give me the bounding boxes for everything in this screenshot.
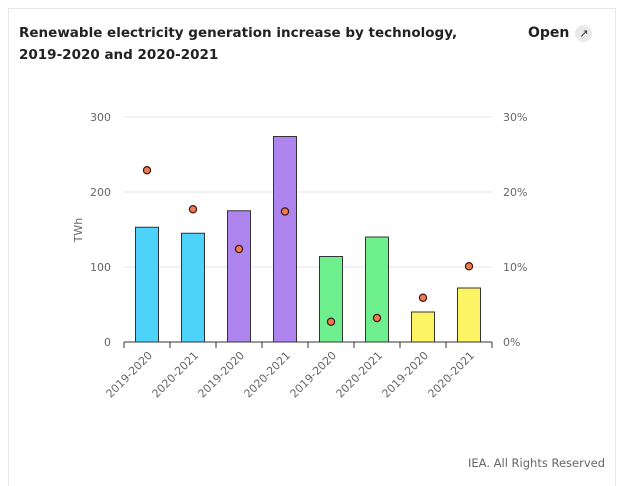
bar [135,226,159,343]
y2-tick-label: 20% [503,186,527,199]
y2-tick-label: 0% [503,336,520,349]
data-point [326,317,336,326]
x-tick-label: 2020-2021 [426,349,478,401]
data-point [418,293,428,302]
data-point [280,207,290,216]
x-tick-label: 2020-2021 [242,349,294,401]
x-tick-label: 2019-2020 [104,349,156,401]
bar [273,136,297,343]
bar [457,287,481,343]
bar [227,210,251,343]
x-tick-label: 2019-2020 [288,349,340,401]
bar [181,232,205,343]
data-point [372,313,382,323]
x-tick-label: 2019-2020 [380,349,432,401]
data-point [142,166,152,175]
open-button-label: Open [528,25,570,41]
open-button[interactable]: Open ↗ [528,23,593,43]
data-point [188,205,198,214]
bar [411,311,435,343]
y-tick-label: 100 [90,261,111,274]
chart-card [8,8,616,486]
data-point [234,244,244,254]
y-tick-label: 200 [90,186,111,199]
bar [365,236,389,343]
data-point [464,262,474,271]
x-tick-label: 2020-2021 [150,349,202,401]
y2-tick-label: 30% [503,111,527,124]
x-tick-label: 2019-2020 [196,349,248,401]
y-tick-label: 300 [90,111,111,124]
y-tick-label: 0 [104,336,111,349]
chart-title: Renewable electricity generation increas… [19,25,458,63]
x-tick-label: 2020-2021 [334,349,386,401]
y-axis-label: TWh [72,218,85,244]
copyright-credit: IEA. All Rights Reserved [468,456,606,470]
external-link-icon: ↗ [575,24,593,42]
bar [319,256,343,343]
y2-tick-label: 10% [503,261,527,274]
